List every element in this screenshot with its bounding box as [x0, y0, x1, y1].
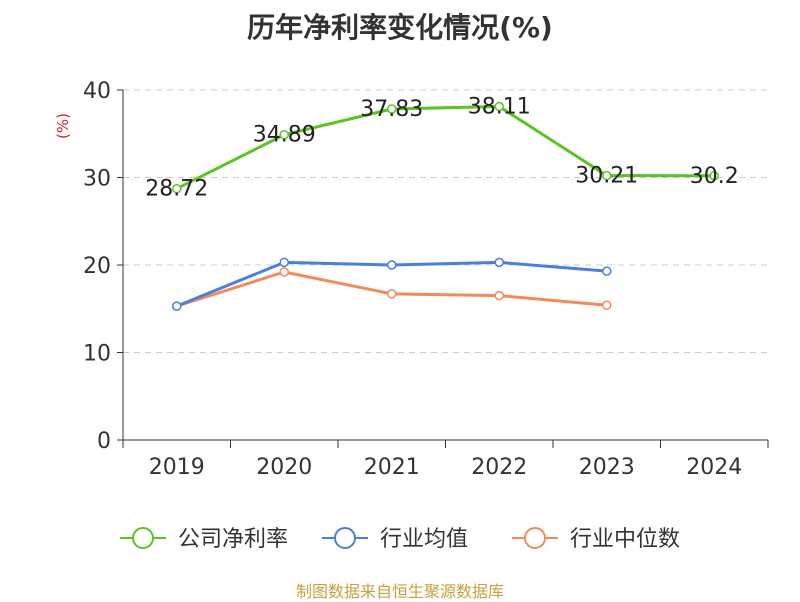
legend-label: 公司净利率 [178, 527, 288, 552]
y-tick-label: 40 [83, 79, 111, 104]
data-point [279, 129, 289, 140]
data-point [172, 183, 182, 194]
data-point [602, 170, 612, 181]
data-point [602, 266, 612, 276]
series-line [176, 270, 607, 308]
x-tick-label: 2023 [579, 455, 635, 480]
data-point [494, 290, 504, 301]
data-label: 30.2 [690, 164, 739, 189]
data-point [387, 289, 397, 299]
y-tick-label: 30 [83, 167, 111, 192]
x-tick-label: 2022 [471, 455, 527, 480]
y-axis-label: (%) [54, 113, 72, 139]
data-point [387, 260, 397, 270]
data-label: 30.21 [575, 164, 638, 189]
y-tick-label: 0 [97, 429, 111, 454]
chart-title: 历年净利率变化情况(%) [247, 11, 553, 44]
source-note: 制图数据来自恒生聚源数据库 [295, 582, 504, 601]
data-point [387, 104, 397, 114]
data-point [709, 171, 719, 181]
series-line [176, 105, 715, 191]
legend-label: 行业均值 [380, 527, 468, 552]
data-point [172, 301, 182, 311]
data-label: 34.89 [253, 123, 316, 148]
data-point [494, 257, 504, 268]
legend-marker [524, 527, 546, 549]
data-label: 38.11 [468, 95, 531, 120]
x-tick-label: 2024 [686, 455, 742, 480]
data-point [602, 300, 612, 310]
data-label: 28.72 [145, 177, 208, 202]
legend-label: 行业中位数 [570, 527, 680, 552]
x-tick-label: 2020 [256, 455, 312, 480]
legend-marker [334, 527, 356, 549]
x-tick-label: 2019 [149, 455, 205, 480]
data-point [494, 101, 504, 112]
data-label: 37.83 [360, 97, 423, 122]
legend-marker [132, 527, 154, 549]
y-tick-label: 10 [83, 342, 111, 367]
data-point [279, 267, 289, 277]
y-tick-label: 20 [83, 254, 111, 279]
data-point [279, 257, 289, 268]
x-tick-label: 2021 [364, 455, 420, 480]
